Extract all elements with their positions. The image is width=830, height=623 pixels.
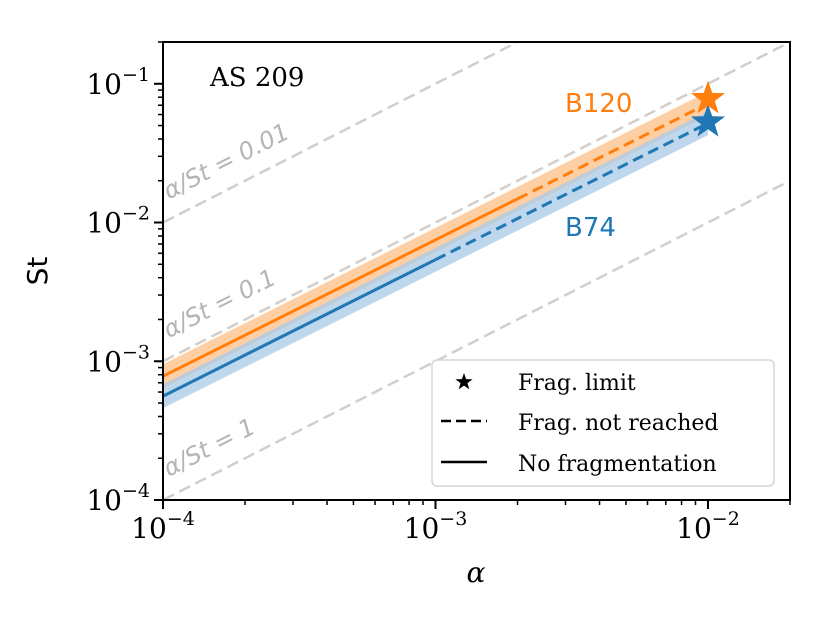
chart-title: AS 209: [209, 63, 304, 93]
line-solid-b74: [163, 258, 437, 398]
series-lines: [163, 102, 709, 398]
y-tick-label-2: 10−3: [86, 341, 150, 378]
reference-labels: α/St = 0.01α/St = 0.1α/St = 1: [159, 118, 294, 483]
line-solid-b120: [163, 197, 519, 378]
series-label-b74: B74: [565, 213, 616, 243]
y-tick-label-3: 10−2: [86, 203, 150, 240]
y-tick-label-4: 10−1: [86, 64, 150, 101]
axis-ticks: 10−4 10−3 10−2 10−4 10−3 10−2 10−1: [86, 41, 791, 545]
legend-star-icon: [455, 373, 473, 390]
reference-label-1: α/St = 0.01: [159, 118, 294, 205]
x-tick-label-1: 10−4: [131, 508, 195, 545]
y-axis-label: St: [21, 257, 54, 286]
x-tick-label-3: 10−2: [676, 508, 740, 545]
y-tick-label-1: 10−4: [86, 480, 150, 517]
series-label-b120: B120: [565, 89, 632, 119]
legend: Frag. limit Frag. not reached No fragmen…: [431, 359, 775, 487]
frag-limit-star-b120: [690, 80, 726, 114]
line-dashed-b120: [516, 102, 709, 201]
legend-label-no-fragmentation: No fragmentation: [518, 452, 717, 477]
frag-limit-markers: [690, 80, 726, 137]
plot-frame: [162, 41, 791, 501]
reference-line-2: [163, 42, 790, 363]
legend-box: [431, 359, 775, 487]
x-axis-label: α: [467, 556, 486, 589]
reference-label-3: α/St = 1: [159, 412, 260, 482]
reference-line-1: [163, 42, 521, 224]
legend-label-frag-limit: Frag. limit: [518, 371, 636, 396]
x-tick-label-2: 10−3: [404, 508, 468, 545]
legend-label-frag-not-reached: Frag. not reached: [518, 411, 718, 436]
frag-limit-star-b74: [690, 104, 726, 137]
